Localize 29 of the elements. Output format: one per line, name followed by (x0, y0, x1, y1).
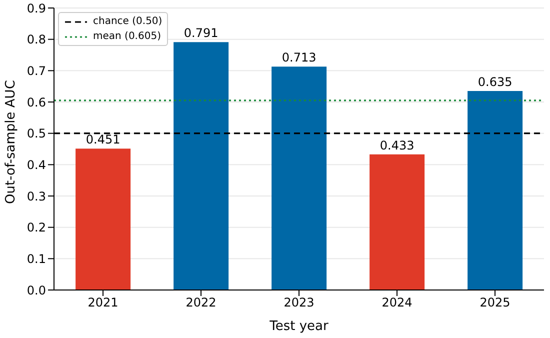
y-tick-label: 0.2 (26, 220, 46, 235)
data-label: 0.433 (380, 138, 414, 152)
x-tick-label: 2023 (284, 296, 314, 310)
x-tick-label: 2022 (186, 296, 216, 310)
y-tick-label: 0.6 (26, 95, 46, 110)
legend-label: mean (0.605) (93, 31, 161, 42)
data-label: 0.791 (184, 26, 218, 40)
y-tick-label: 0.1 (26, 252, 46, 266)
data-label: 0.451 (86, 132, 120, 147)
y-axis-title: Out-of-sample AUC (4, 80, 19, 204)
x-tick-label: 2025 (480, 296, 510, 310)
y-tick-label: 0.5 (26, 126, 46, 141)
x-axis-title: Test year (268, 319, 330, 334)
legend-label: chance (0.50) (93, 16, 162, 27)
x-tick-label: 2024 (382, 296, 412, 310)
bar (76, 148, 131, 290)
y-tick-label: 0.3 (26, 189, 46, 204)
y-tick-label: 0.9 (26, 1, 46, 16)
bar (272, 66, 327, 290)
bar (468, 91, 523, 290)
y-tick-label: 0.8 (26, 32, 46, 47)
x-tick-label: 2021 (88, 296, 118, 310)
bar (370, 154, 425, 290)
y-tick-label: 0.0 (26, 283, 46, 298)
y-tick-label: 0.4 (26, 158, 46, 172)
data-label: 0.713 (282, 50, 316, 65)
data-label: 0.635 (478, 75, 512, 90)
y-tick-label: 0.7 (26, 64, 46, 78)
bar (174, 42, 229, 290)
